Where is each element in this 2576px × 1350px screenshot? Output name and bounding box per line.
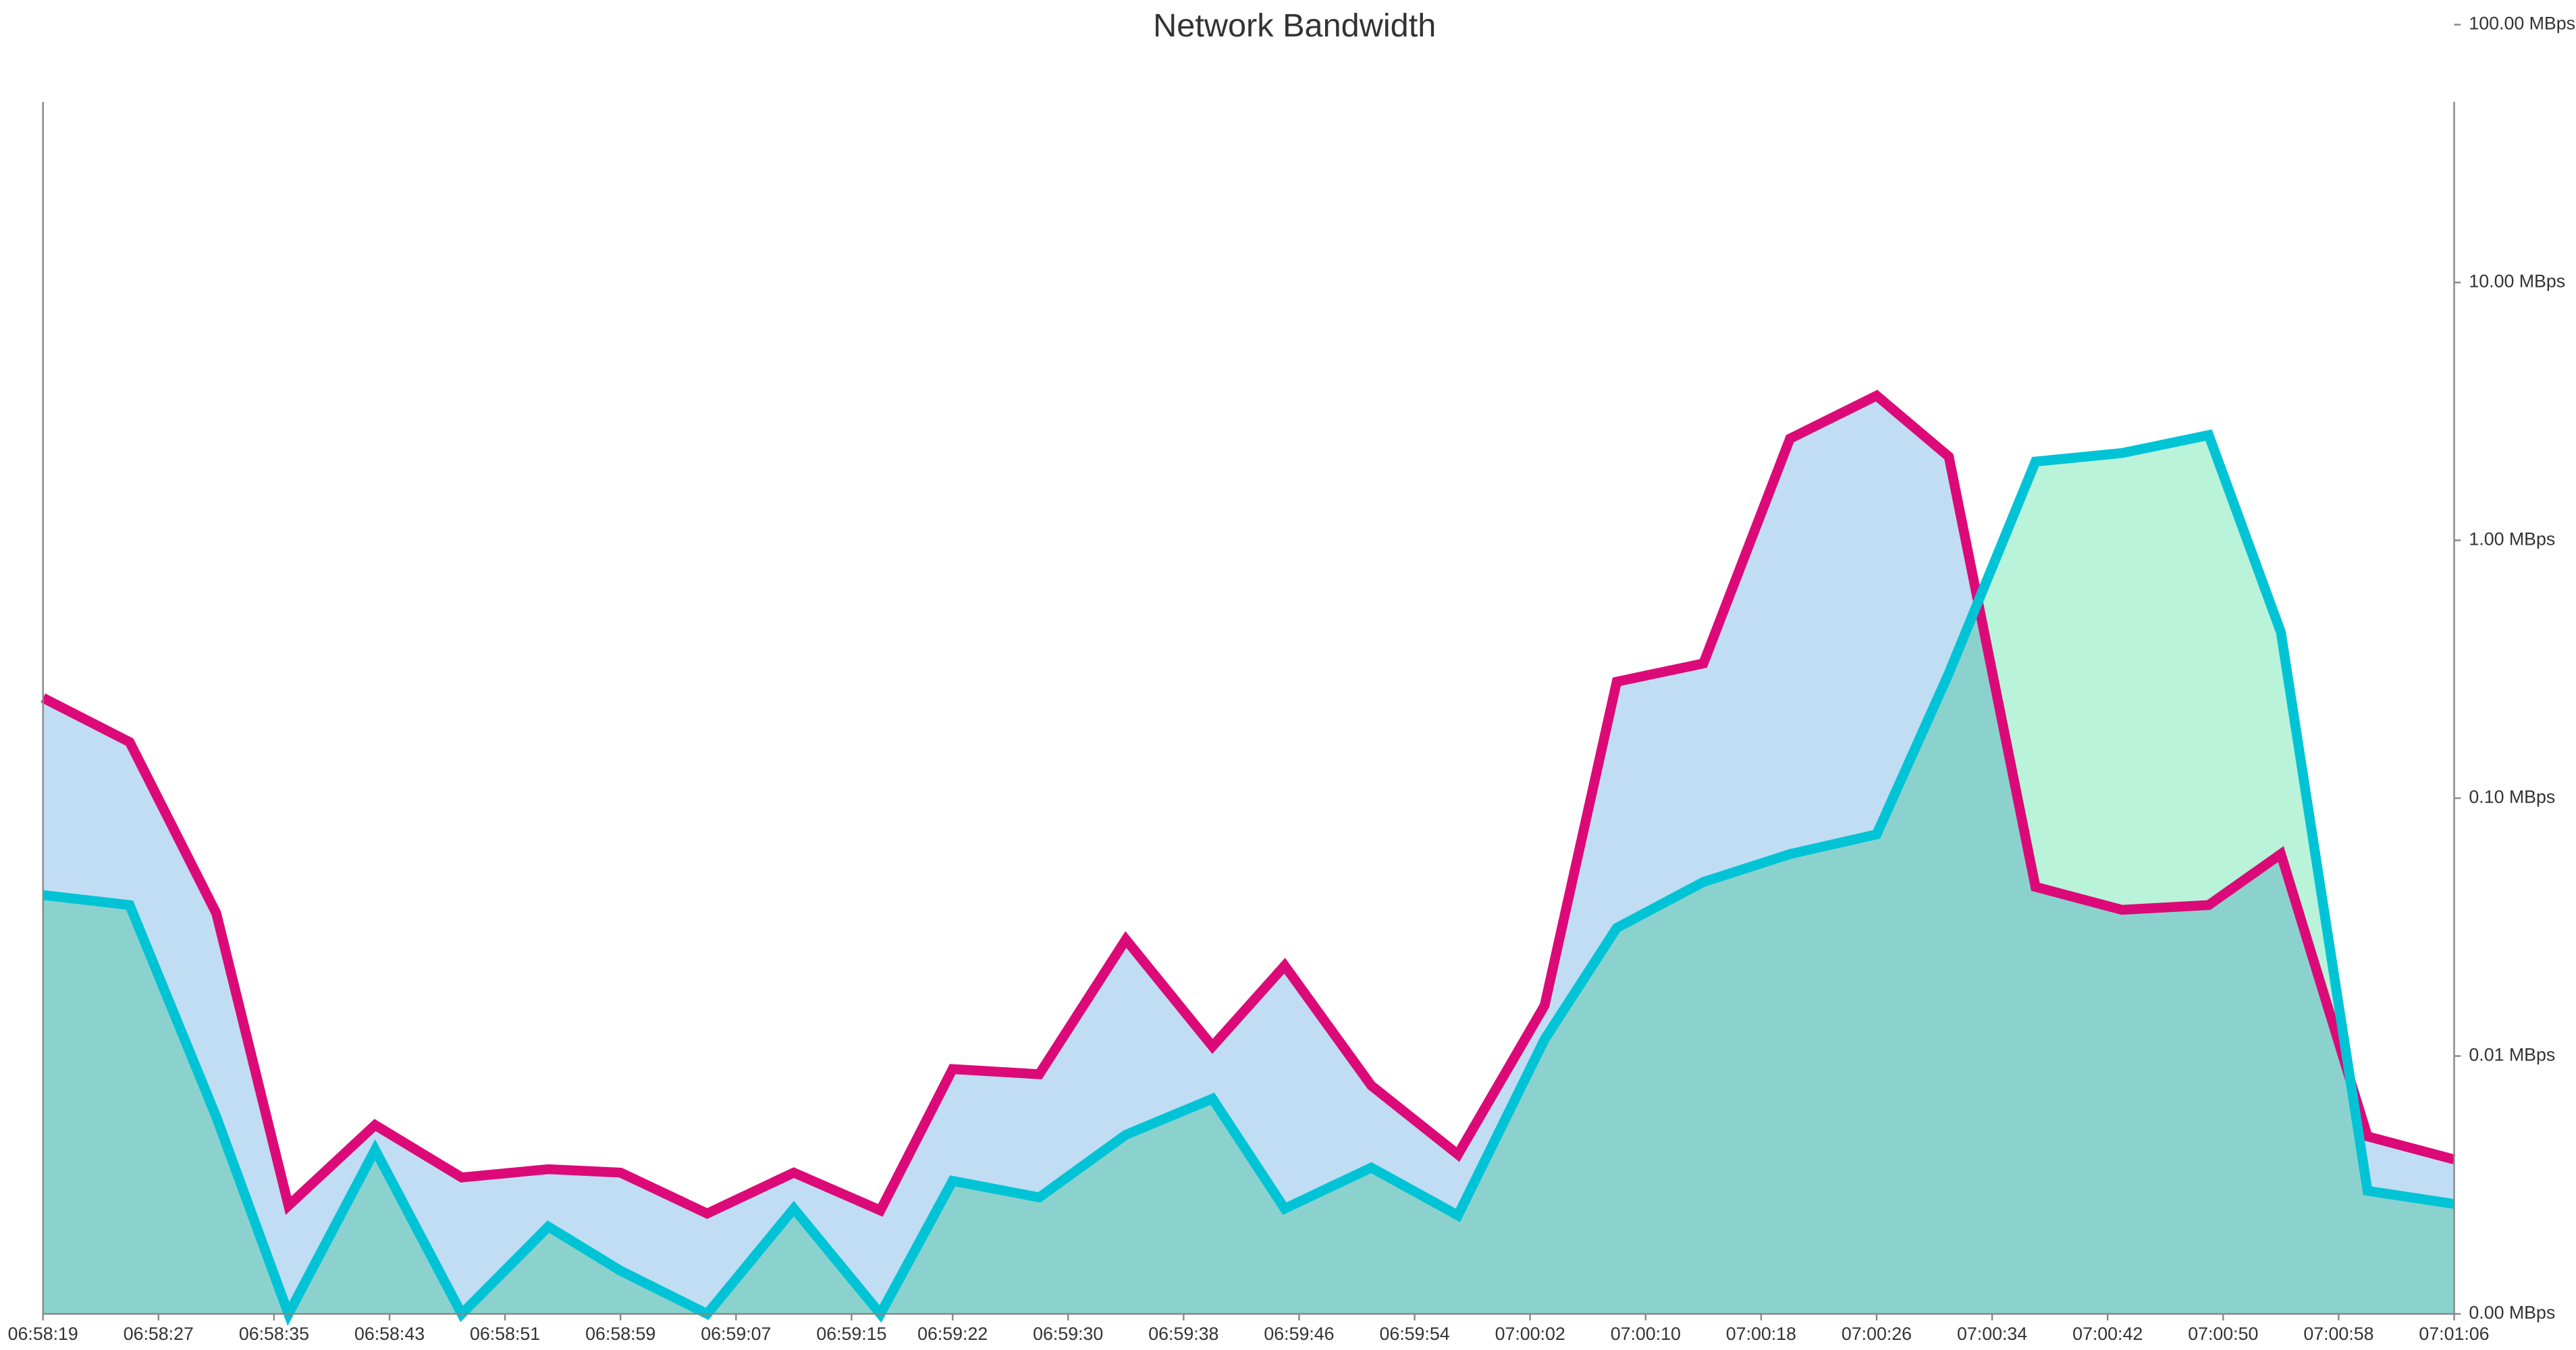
x-tick-label: 06:59:07: [701, 1324, 771, 1344]
y-tick-label: 0.01 MBps: [2469, 1045, 2555, 1065]
x-tick-label: 07:00:02: [1495, 1324, 1565, 1344]
x-tick-label: 07:01:06: [2419, 1324, 2489, 1344]
x-tick-label: 06:58:35: [239, 1324, 309, 1344]
x-tick-label: 07:00:58: [2303, 1324, 2373, 1344]
y-tick-label: 100.00 MBps: [2469, 14, 2575, 34]
x-tick-label: 06:58:51: [470, 1324, 540, 1344]
x-tick-label: 06:59:54: [1379, 1324, 1449, 1344]
x-tick-label: 06:59:46: [1264, 1324, 1334, 1344]
x-tick-label: 07:00:50: [2188, 1324, 2258, 1344]
x-tick-label: 06:59:22: [917, 1324, 988, 1344]
x-tick-label: 06:59:30: [1033, 1324, 1103, 1344]
series-area: [43, 435, 2454, 1314]
chart-title: Network Bandwidth: [1153, 7, 1436, 44]
y-tick-label: 0.00 MBps: [2469, 1303, 2555, 1323]
x-tick-label: 07:00:10: [1611, 1324, 1681, 1344]
series-line: [41, 389, 2456, 1219]
x-tick-label: 07:00:18: [1726, 1324, 1796, 1344]
x-tick-label: 07:00:42: [2072, 1324, 2143, 1344]
lines: [41, 389, 2456, 1326]
y-tick-label: 0.10 MBps: [2469, 787, 2555, 807]
x-tick-label: 06:58:27: [124, 1324, 194, 1344]
x-tick-label: 06:59:15: [816, 1324, 886, 1344]
areas: [43, 396, 2454, 1314]
x-tick-label: 06:58:43: [354, 1324, 425, 1344]
x-tick-label: 06:59:38: [1148, 1324, 1218, 1344]
x-tick-label: 07:00:26: [1842, 1324, 1912, 1344]
series-line: [42, 429, 2455, 1326]
x-tick-label: 06:58:59: [585, 1324, 655, 1344]
x-tick-label: 07:00:34: [1957, 1324, 2027, 1344]
y-tick-label: 10.00 MBps: [2469, 271, 2565, 292]
y-tick-label: 1.00 MBps: [2469, 529, 2555, 549]
x-tick-label: 06:58:19: [8, 1324, 78, 1344]
